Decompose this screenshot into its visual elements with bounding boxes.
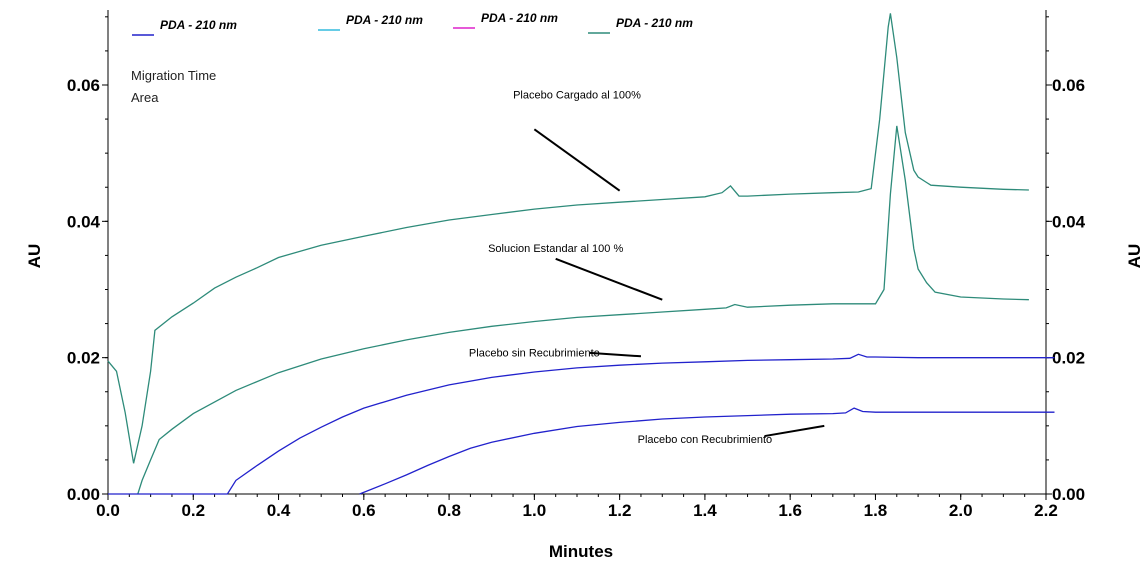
annotation-layer: Placebo Cargado al 100% Solucion Estandar…: [469, 90, 825, 446]
annotation-label-1: Placebo Cargado al 100%: [513, 90, 641, 102]
legend: PDA - 210 nm PDA - 210 nm PDA - 210 nm PDA …: [132, 11, 693, 36]
info-migration-time: Migration Time: [131, 68, 216, 83]
x-tick-label: 1.8: [864, 501, 888, 520]
x-tick-label: 2.0: [949, 501, 973, 520]
series-line-3: [108, 353, 1055, 495]
annotation-leader-2: [555, 257, 663, 301]
x-tick-label: 0.0: [96, 501, 120, 520]
x-tick-label: 1.2: [608, 501, 632, 520]
legend-label-4: PDA - 210 nm: [616, 16, 693, 30]
annotation-label-4: Placebo con Recubrimiento: [638, 434, 773, 446]
series-line-4: [359, 407, 1055, 495]
annotation-label-3: Placebo sin Recubrimiento: [469, 347, 600, 359]
annotation-leader-4: [764, 424, 825, 438]
series-layer: [107, 13, 1055, 495]
axes-layer: 0.0 0.2 0.4 0.6 0.8 1.0 1.2 1.4 1.6 1.8 2.0 2.20.00…: [67, 10, 1086, 520]
x-tick-label: 1.4: [693, 501, 717, 520]
x-tick-label: 1.0: [523, 501, 547, 520]
legend-label-3: PDA - 210 nm: [481, 11, 558, 25]
x-tick-label: 1.6: [778, 501, 802, 520]
y-tick-label-left: 0.06: [67, 76, 100, 95]
y-tick-label-left: 0.02: [67, 349, 100, 368]
x-tick-label: 0.4: [267, 501, 291, 520]
x-tick-label: 2.2: [1034, 501, 1058, 520]
annotation-label-2: Solucion Estandar al 100 %: [488, 243, 623, 255]
series-line-2: [137, 125, 1029, 495]
y-tick-label-right: 0.04: [1052, 212, 1086, 231]
legend-label-1: PDA - 210 nm: [160, 18, 237, 32]
x-tick-label: 0.6: [352, 501, 376, 520]
annotation-leader-1: [533, 128, 621, 192]
y-axis-title-right: AU: [1125, 244, 1144, 269]
x-tick-label: 0.8: [437, 501, 461, 520]
y-axis-title-left: AU: [25, 244, 44, 269]
legend-label-2: PDA - 210 nm: [346, 13, 423, 27]
y-tick-label-right: 0.02: [1052, 349, 1085, 368]
info-area: Area: [131, 90, 159, 105]
y-tick-label-right: 0.00: [1052, 485, 1085, 504]
x-axis-title: Minutes: [549, 542, 613, 561]
series-line-1: [107, 13, 1029, 464]
x-tick-label: 0.2: [181, 501, 205, 520]
y-tick-label-right: 0.06: [1052, 76, 1085, 95]
annotation-leader-3: [589, 351, 642, 358]
y-tick-label-left: 0.00: [67, 485, 100, 504]
y-tick-label-left: 0.04: [67, 212, 101, 231]
